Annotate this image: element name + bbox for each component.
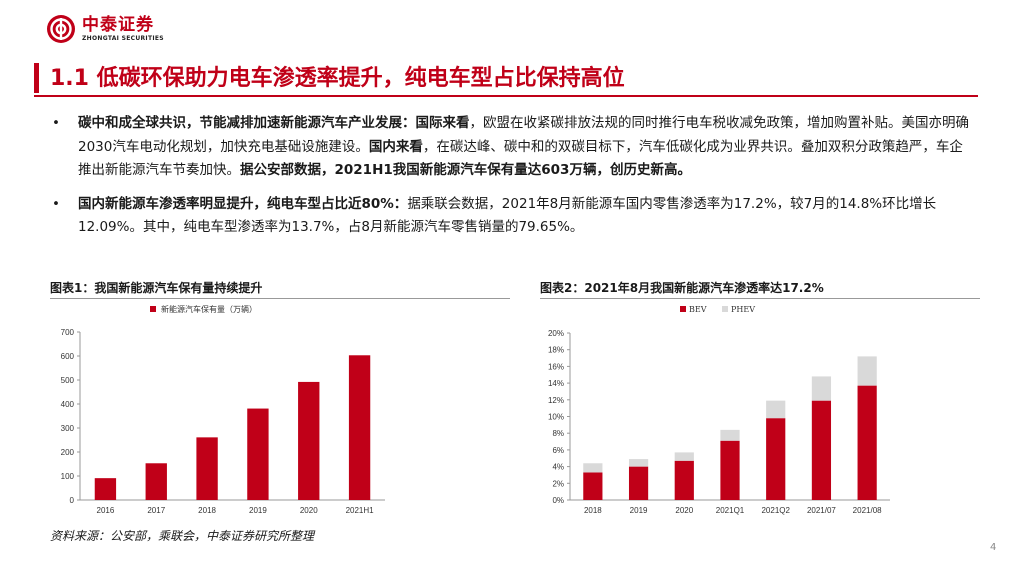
chart-2-stacked-bar-chart: 0% 2% 4% 6% 8% 10% 12% 14% 16% 18% 20% 2018 2019 2020…	[548, 305, 890, 515]
chart-1-legend-label: 新能源汽车保有量（万辆）	[161, 304, 257, 314]
chart-2-bar-bev	[857, 385, 877, 500]
title-divider	[34, 95, 978, 97]
chart-1-y-tick-label: 300	[61, 424, 75, 433]
chart-2-bar-phev	[720, 429, 740, 441]
chart-2-bar-phev	[766, 400, 786, 419]
page-number: 4	[990, 542, 997, 553]
chart-2-y-tick-label: 10%	[548, 413, 564, 422]
chart-2-x-tick-label: 2019	[630, 506, 648, 515]
chart-1-x-tick-label: 2021H1	[346, 506, 375, 515]
chart-2-bar-phev	[674, 452, 694, 461]
chart-2-y-tick-label: 8%	[552, 429, 564, 438]
brand-name-en: ZHONGTAI SECURITIES	[82, 34, 164, 42]
chart-2-y-tick-label: 12%	[548, 396, 564, 405]
bullet-1-seg-1: 国际来看	[415, 115, 470, 131]
chart-2-bar-phev	[628, 459, 649, 467]
chart-2-x-tick-label: 2020	[675, 506, 693, 515]
chart-2-bar-bev	[720, 440, 740, 500]
chart-2-bar-phev	[857, 356, 877, 386]
chart-2-x-tick-label: 2021/08	[853, 506, 882, 515]
bullet-2-seg-0: 国内新能源车渗透率明显提升，纯电车型占比近80%：	[78, 195, 408, 212]
chart-2-y-tick-label: 4%	[552, 463, 564, 472]
bullet-2-seg-1: 据乘联会数据，2021年8月新能源车国内零售渗透率为17.2%，较7月的14.8…	[78, 195, 937, 236]
bullet-dot-icon: •	[52, 195, 60, 212]
chart-1-y-tick-label: 400	[61, 400, 75, 409]
page-title: 1.1 低碳环保助力电车渗透率提升，纯电车型占比保持高位	[50, 66, 625, 91]
chart-2-y-tick-label: 20%	[548, 329, 564, 338]
chart-1-bar	[298, 381, 320, 500]
bullet-list: • 碳中和成全球共识，节能减排加速新能源汽车产业发展：国际来看，欧盟在收紧碳排放…	[50, 112, 970, 240]
chart-1-y-tick-label: 600	[61, 352, 75, 361]
chart-1-y-tick-label: 200	[61, 448, 75, 457]
chart-1-bar	[145, 463, 167, 500]
chart-2-bar-phev	[583, 463, 603, 473]
chart-2-y-tick-label: 18%	[548, 346, 564, 355]
bullet-1-seg-3: 国内来看	[368, 138, 423, 155]
chart-1-x-tick-label: 2017	[147, 506, 165, 515]
chart-1-y-tick-label: 700	[61, 328, 75, 337]
source-note: 资料来源：公安部，乘联会，中泰证券研究所整理	[50, 529, 315, 543]
chart-2-y-tick-label: 14%	[548, 379, 564, 388]
bullet-1-seg-5: 据公安部数据，2021H1我国新能源汽车保有量达603万辆，创历史新高。	[240, 162, 691, 178]
chart-1-legend-swatch	[150, 306, 156, 312]
chart-1-bar	[196, 437, 218, 500]
chart-1-y-tick-label: 500	[61, 376, 75, 385]
title-accent-bar	[34, 63, 39, 93]
chart-2-bar-bev	[628, 466, 649, 500]
chart-1-y-tick-label: 0	[70, 496, 75, 505]
chart-2-bar-bev	[766, 418, 786, 500]
chart-1-bar	[348, 355, 371, 500]
chart-2-y-tick-label: 2%	[552, 479, 564, 488]
bullet-item-2: • 国内新能源车渗透率明显提升，纯电车型占比近80%：据乘联会数据，2021年8…	[50, 193, 970, 240]
chart-2-legend-label: PHEV	[731, 305, 755, 314]
bullet-1-seg-4: ，在碳达峰、碳中和的双碳目标下，汽车低碳化成为业界共识。叠加双积分政策趋严，车企…	[78, 138, 963, 179]
chart-2-x-tick-label: 2018	[584, 506, 602, 515]
bullet-dot-icon: •	[52, 115, 60, 131]
brand-logo: 中泰证券 ZHONGTAI SECURITIES	[46, 12, 164, 46]
brand-name-cn: 中泰证券	[82, 14, 154, 35]
bullet-1-seg-2: ，欧盟在收紧碳排放法规的同时推行电车税收减免政策，增加购置补贴。美国亦明确203…	[78, 115, 969, 155]
chart-2-legend-swatch	[722, 306, 728, 312]
chart-1-bar	[247, 408, 269, 500]
chart-1-bar-chart: 0 100 200 300 400 500 600 700 2016 2017 2018 2019 20…	[61, 304, 385, 515]
chart-1-x-tick-label: 2019	[249, 506, 267, 515]
chart-1-title-rule	[50, 298, 510, 299]
chart-2-y-tick-label: 16%	[548, 362, 564, 371]
chart-2-bar-bev	[674, 460, 694, 500]
chart-2-x-tick-label: 2021Q1	[716, 506, 745, 515]
bullet-1-seg-0: 碳中和成全球共识，节能减排加速新能源汽车产业发展：	[78, 115, 416, 131]
chart-1-bar	[94, 478, 117, 500]
bullet-item-1: • 碳中和成全球共识，节能减排加速新能源汽车产业发展：国际来看，欧盟在收紧碳排放…	[50, 112, 970, 183]
chart-2-title: 图表2：2021年8月我国新能源汽车渗透率达17.2%	[540, 281, 824, 295]
chart-2-bar-bev	[811, 400, 832, 500]
chart-1-title: 图表1：我国新能源汽车保有量持续提升	[50, 281, 263, 295]
chart-2-x-tick-label: 2021/07	[807, 506, 836, 515]
chart-1-x-tick-label: 2016	[97, 506, 115, 515]
chart-2-x-tick-label: 2021Q2	[761, 506, 790, 515]
chart-1-x-tick-label: 2018	[198, 506, 216, 515]
chart-2-legend-swatch	[680, 306, 686, 312]
chart-2-bar-phev	[811, 376, 832, 401]
chart-1-x-tick-label: 2020	[300, 506, 318, 515]
chart-2-y-tick-label: 6%	[552, 446, 564, 455]
chart-2-y-tick-label: 0%	[552, 496, 564, 505]
chart-2-legend-label: BEV	[689, 305, 707, 314]
chart-2-title-rule	[540, 298, 980, 299]
zhongtai-logo-icon	[47, 15, 75, 43]
chart-2-bar-bev	[583, 472, 603, 500]
chart-1-y-tick-label: 100	[61, 472, 75, 481]
